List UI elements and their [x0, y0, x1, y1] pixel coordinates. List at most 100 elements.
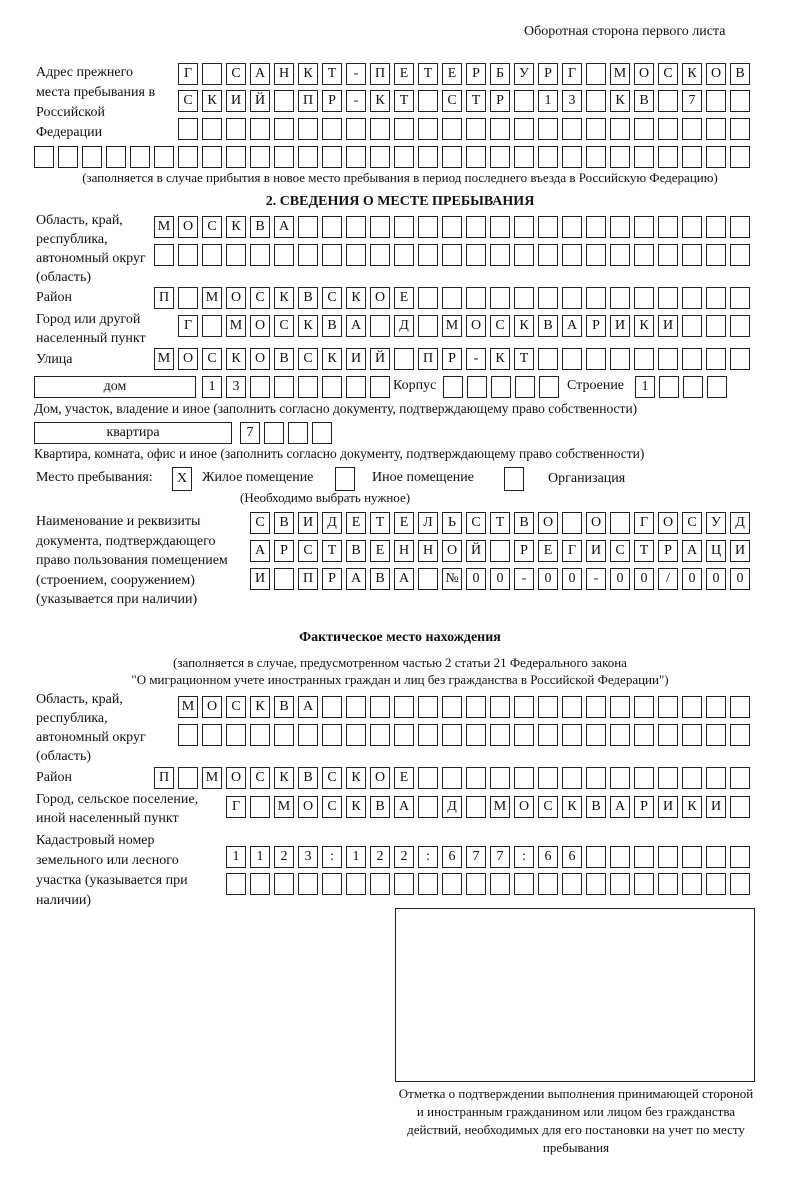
- letter-cell[interactable]: Р: [658, 540, 678, 562]
- letter-cell[interactable]: [466, 146, 486, 168]
- letter-cell[interactable]: О: [178, 348, 198, 370]
- letter-cell[interactable]: [442, 873, 462, 895]
- letter-cell[interactable]: [562, 244, 582, 266]
- letter-cell[interactable]: О: [442, 540, 462, 562]
- letter-cell[interactable]: [610, 287, 630, 309]
- letter-cell[interactable]: 6: [442, 846, 462, 868]
- letter-cell[interactable]: Р: [466, 63, 486, 85]
- letter-cell[interactable]: 7: [240, 422, 260, 444]
- letter-cell[interactable]: М: [202, 767, 222, 789]
- letter-cell[interactable]: [370, 315, 390, 337]
- letter-cell[interactable]: [562, 216, 582, 238]
- letter-cell[interactable]: [730, 90, 750, 112]
- letter-cell[interactable]: [178, 244, 198, 266]
- letter-cell[interactable]: Г: [562, 63, 582, 85]
- letter-cell[interactable]: [538, 724, 558, 746]
- letter-cell[interactable]: [394, 244, 414, 266]
- letter-cell[interactable]: О: [298, 796, 318, 818]
- region-row-2[interactable]: [154, 244, 750, 266]
- letter-cell[interactable]: [682, 873, 702, 895]
- letter-cell[interactable]: [634, 846, 654, 868]
- letter-cell[interactable]: [706, 724, 726, 746]
- letter-cell[interactable]: [346, 873, 366, 895]
- letter-cell[interactable]: [586, 244, 606, 266]
- letter-cell[interactable]: [634, 118, 654, 140]
- letter-cell[interactable]: Й: [370, 348, 390, 370]
- letter-cell[interactable]: [250, 146, 270, 168]
- letter-cell[interactable]: [466, 767, 486, 789]
- letter-cell[interactable]: [658, 767, 678, 789]
- letter-cell[interactable]: [586, 63, 606, 85]
- previous-address-row-3[interactable]: [178, 118, 750, 140]
- letter-cell[interactable]: [610, 244, 630, 266]
- letter-cell[interactable]: 6: [562, 846, 582, 868]
- letter-cell[interactable]: [442, 696, 462, 718]
- letter-cell[interactable]: [226, 118, 246, 140]
- letter-cell[interactable]: А: [682, 540, 702, 562]
- letter-cell[interactable]: С: [322, 796, 342, 818]
- letter-cell[interactable]: [346, 696, 366, 718]
- letter-cell[interactable]: А: [298, 696, 318, 718]
- letter-cell[interactable]: [610, 146, 630, 168]
- letter-cell[interactable]: [418, 568, 438, 590]
- letter-cell[interactable]: 0: [682, 568, 702, 590]
- letter-cell[interactable]: [467, 376, 487, 398]
- letter-cell[interactable]: [562, 512, 582, 534]
- letter-cell[interactable]: [466, 696, 486, 718]
- letter-cell[interactable]: [706, 767, 726, 789]
- letter-cell[interactable]: Е: [394, 63, 414, 85]
- letter-cell[interactable]: [586, 90, 606, 112]
- letter-cell[interactable]: Д: [730, 512, 750, 534]
- letter-cell[interactable]: [514, 767, 534, 789]
- letter-cell[interactable]: [178, 146, 198, 168]
- letter-cell[interactable]: [490, 724, 510, 746]
- letter-cell[interactable]: [706, 287, 726, 309]
- letter-cell[interactable]: [658, 287, 678, 309]
- letter-cell[interactable]: Р: [274, 540, 294, 562]
- letter-cell[interactable]: [562, 118, 582, 140]
- letter-cell[interactable]: [106, 146, 126, 168]
- letter-cell[interactable]: [418, 315, 438, 337]
- letter-cell[interactable]: [370, 118, 390, 140]
- letter-cell[interactable]: [514, 118, 534, 140]
- letter-cell[interactable]: 1: [635, 376, 655, 398]
- letter-cell[interactable]: С: [274, 315, 294, 337]
- letter-cell[interactable]: И: [346, 348, 366, 370]
- letter-cell[interactable]: К: [298, 63, 318, 85]
- letter-cell[interactable]: П: [154, 767, 174, 789]
- letter-cell[interactable]: О: [706, 63, 726, 85]
- letter-cell[interactable]: К: [226, 348, 246, 370]
- letter-cell[interactable]: [706, 118, 726, 140]
- letter-cell[interactable]: [538, 244, 558, 266]
- letter-cell[interactable]: 0: [538, 568, 558, 590]
- letter-cell[interactable]: [634, 724, 654, 746]
- letter-cell[interactable]: Й: [250, 90, 270, 112]
- letter-cell[interactable]: 2: [274, 846, 294, 868]
- letter-cell[interactable]: [442, 118, 462, 140]
- letter-cell[interactable]: [682, 348, 702, 370]
- letter-cell[interactable]: И: [706, 796, 726, 818]
- letter-cell[interactable]: [466, 873, 486, 895]
- letter-cell[interactable]: Н: [418, 540, 438, 562]
- letter-cell[interactable]: Д: [442, 796, 462, 818]
- letter-cell[interactable]: 1: [538, 90, 558, 112]
- letter-cell[interactable]: В: [274, 348, 294, 370]
- letter-cell[interactable]: [130, 146, 150, 168]
- letter-cell[interactable]: 0: [610, 568, 630, 590]
- letter-cell[interactable]: [586, 118, 606, 140]
- letter-cell[interactable]: [730, 146, 750, 168]
- letter-cell[interactable]: П: [298, 568, 318, 590]
- letter-cell[interactable]: [202, 244, 222, 266]
- letter-cell[interactable]: [538, 348, 558, 370]
- letter-cell[interactable]: С: [490, 315, 510, 337]
- letter-cell[interactable]: [298, 244, 318, 266]
- letter-cell[interactable]: Р: [538, 63, 558, 85]
- letter-cell[interactable]: О: [226, 287, 246, 309]
- letter-cell[interactable]: [418, 244, 438, 266]
- letter-cell[interactable]: Ц: [706, 540, 726, 562]
- letter-cell[interactable]: С: [202, 216, 222, 238]
- letter-cell[interactable]: У: [514, 63, 534, 85]
